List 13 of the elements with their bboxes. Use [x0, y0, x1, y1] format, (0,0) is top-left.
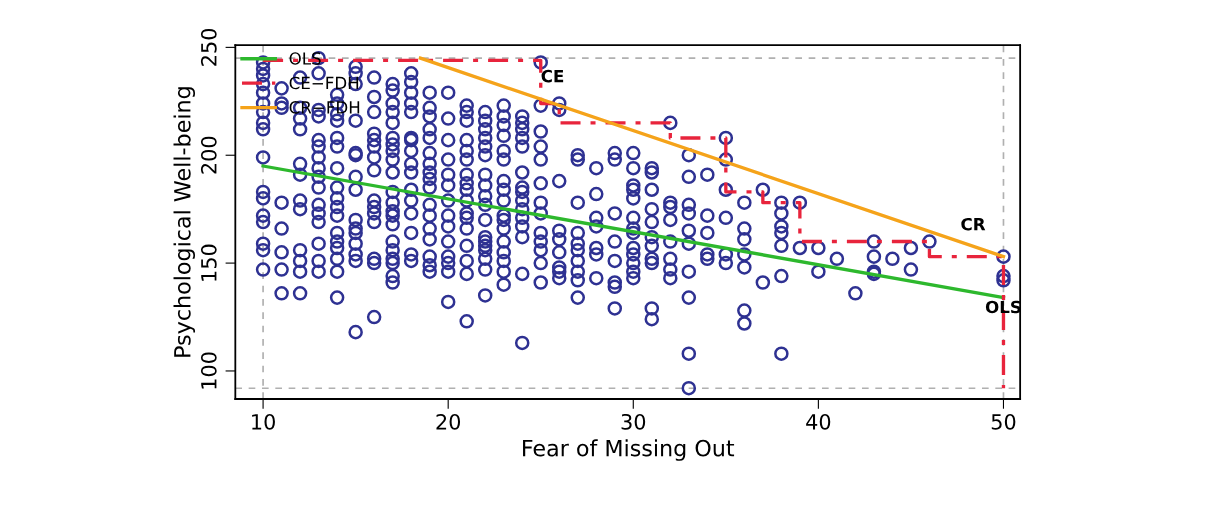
x-tick-label: 40: [806, 413, 831, 430]
x-tick-label: 20: [436, 413, 461, 430]
x-axis-title: Fear of Missing Out: [523, 439, 735, 461]
x-tick-label: 30: [621, 413, 646, 430]
y-tick-label: 100: [200, 352, 217, 389]
y-axis-title: Psychological Well-being: [173, 87, 196, 357]
annotation: CR: [961, 217, 986, 231]
y-tick-label: 150: [200, 244, 217, 281]
y-tick-label: 250: [200, 28, 217, 66]
x-tick-label: 10: [252, 413, 275, 430]
x-tick-label: 50: [991, 413, 1016, 430]
y-tick-label: 200: [200, 136, 217, 174]
annotation: CE: [541, 69, 564, 83]
